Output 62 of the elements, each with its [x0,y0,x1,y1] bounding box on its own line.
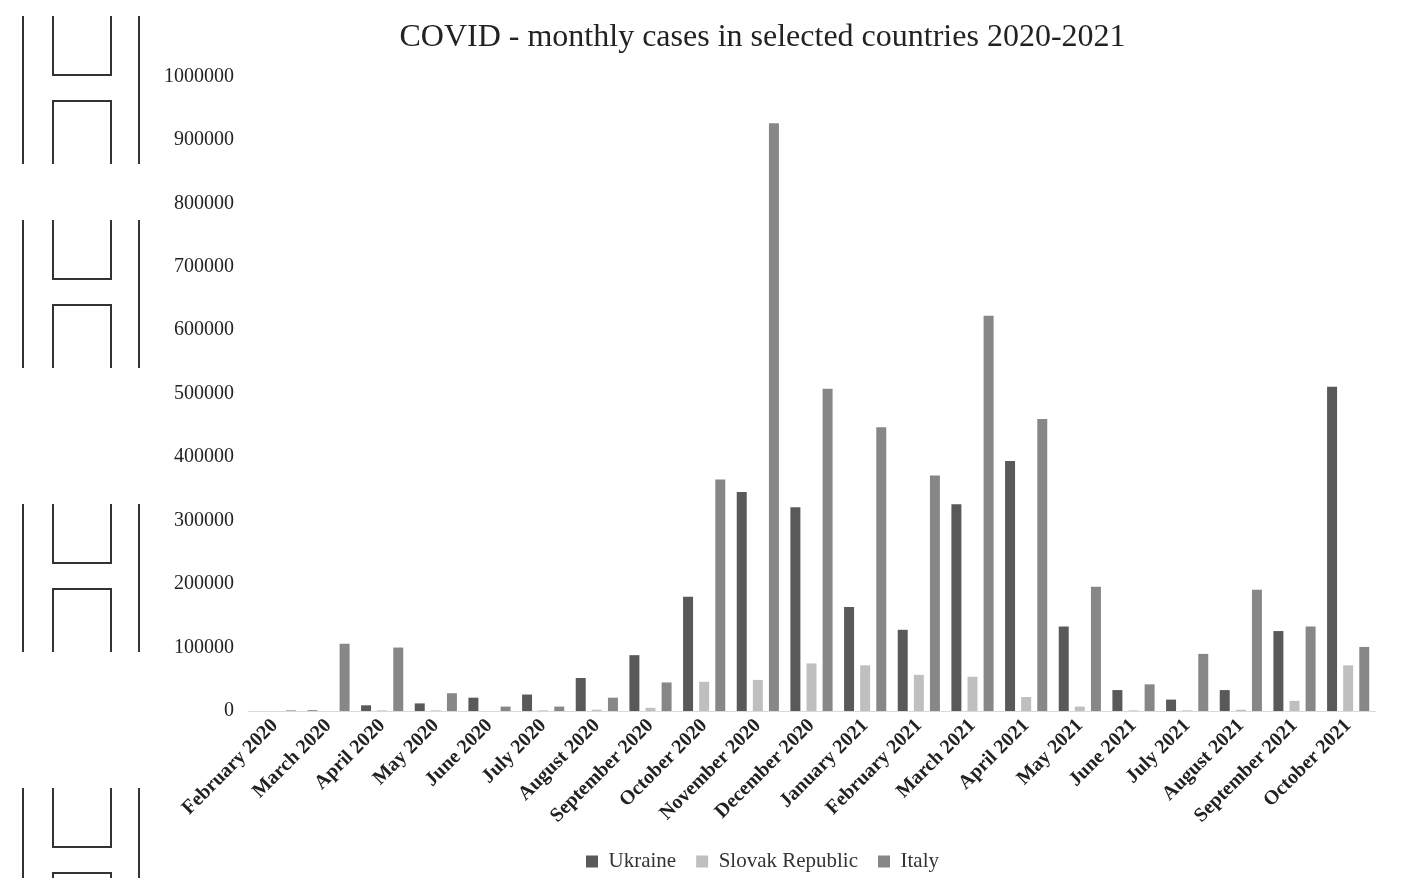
bar [736,492,747,712]
bar [554,706,565,712]
y-tick-label: 400000 [174,444,234,467]
bar [913,674,924,712]
bar [1305,626,1316,712]
bar [629,655,640,712]
legend-label: Ukraine [608,848,677,873]
bar [768,123,779,712]
bar [1005,460,1016,712]
bar [929,475,940,712]
bar [1074,706,1085,712]
y-tick-label: 300000 [174,507,234,530]
legend-label: Italy [900,848,940,873]
y-tick-label: 100000 [174,634,234,657]
bar [500,706,511,712]
bar [752,679,763,712]
bar [1198,653,1209,712]
bar [897,629,908,712]
bar [393,647,404,712]
bar [1251,589,1262,712]
bar [1090,586,1101,712]
bar [575,678,586,712]
bar [1058,626,1069,712]
y-tick-label: 0 [224,698,234,721]
bar [414,703,425,712]
bar [1112,690,1123,712]
bar [860,665,871,712]
bar [468,697,479,712]
bar [522,694,533,712]
bar [806,663,817,712]
bar [1359,646,1370,712]
bar [1144,684,1155,712]
bar [951,504,962,712]
bar [876,427,887,712]
bar [1219,690,1230,712]
bar [844,606,855,712]
chart-title: COVID - monthly cases in selected countries 2020-2021 [399,16,1126,53]
y-tick-label: 700000 [174,254,234,277]
bar [607,697,618,712]
bar [1343,665,1354,712]
bar [1166,699,1177,712]
bar [1021,697,1032,712]
bar [339,643,350,712]
bar [683,596,694,712]
bar [661,682,672,712]
bar [1273,631,1284,712]
bar [790,507,801,712]
bar [699,681,710,712]
bar [1037,419,1048,712]
bar [715,479,726,712]
bar [361,705,372,712]
bar [983,315,994,712]
y-tick-label: 900000 [174,127,234,150]
legend-label: Slovak Republic [718,848,859,873]
bar [1327,386,1338,712]
y-tick-label: 600000 [174,317,234,340]
bar [446,693,457,712]
y-tick-label: 200000 [174,571,234,594]
y-tick-label: 500000 [174,380,234,403]
bar [822,388,833,712]
y-tick-label: 1000000 [164,63,234,86]
y-tick-label: 800000 [174,190,234,213]
